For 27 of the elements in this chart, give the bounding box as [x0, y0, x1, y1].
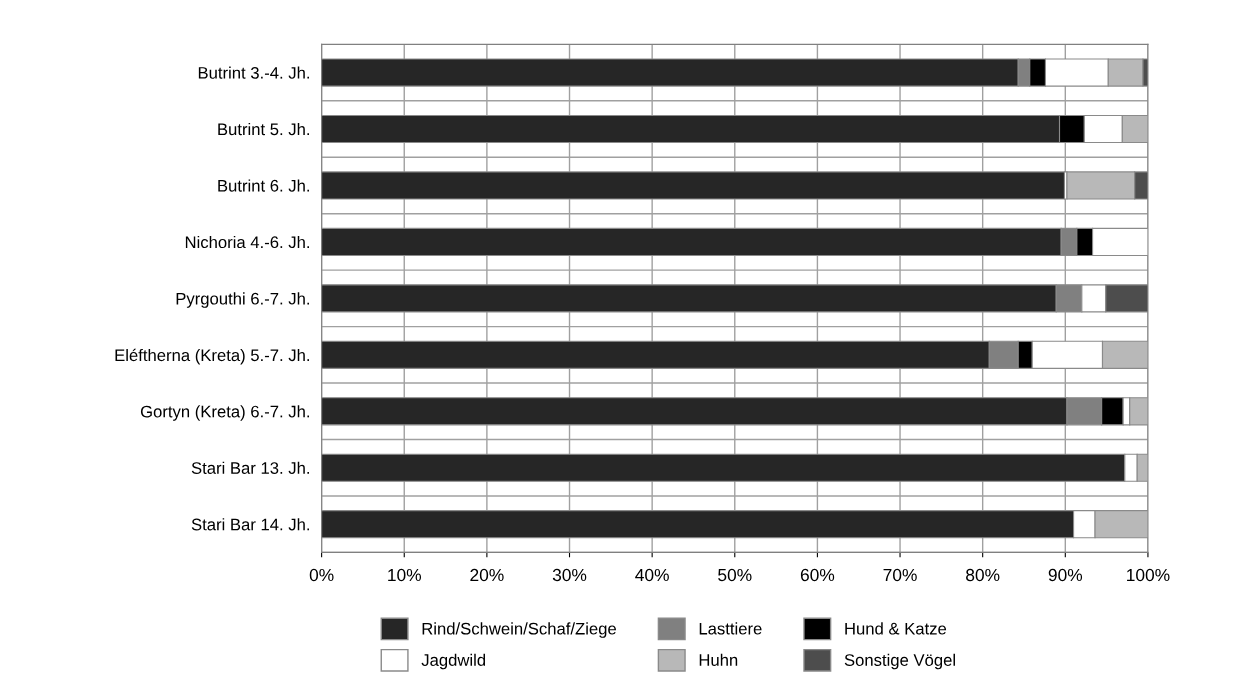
x-tick-label: 60%	[800, 568, 835, 582]
y-tick-label: Gortyn (Kreta) 6.-7. Jh.	[140, 405, 309, 421]
legend-label: Huhn	[699, 653, 738, 666]
x-tick-label: 30%	[552, 568, 587, 582]
y-tick-label: Butrint 6. Jh.	[218, 179, 309, 192]
legend-label: Jagdwild	[421, 653, 486, 670]
x-tick-label: 0%	[309, 568, 334, 582]
x-tick-label: 40%	[635, 568, 669, 582]
y-tick-label: Nichoria 4.-6. Jh.	[185, 235, 309, 249]
legend-label: Lasttiere	[699, 622, 762, 635]
bar	[321, 171, 1066, 200]
x-tick-label: 10%	[388, 568, 422, 582]
y-tick-label: Pyrgouthi 6.-7. Jh.	[176, 292, 309, 308]
x-tick-label: 20%	[470, 568, 504, 582]
legend-label: Rind/Schwein/Schaf/Ziege	[422, 622, 616, 638]
y-tick-label: Stari Bar 13. Jh.	[191, 461, 309, 474]
y-tick-label: Eléftherna (Kreta) 5.-7. Jh.	[115, 348, 309, 365]
x-tick-label: 80%	[966, 568, 1000, 582]
y-tick-label: Butrint 3.-4. Jh.	[198, 66, 309, 79]
x-tick-label: 90%	[1048, 568, 1083, 582]
legend-label: Hund & Katze	[845, 622, 947, 635]
x-tick-label: 70%	[883, 568, 917, 582]
x-tick-label: 100%	[1127, 568, 1170, 582]
y-tick-label: Butrint 5. Jh.	[218, 122, 309, 136]
y-tick-label: Stari Bar 14. Jh.	[191, 518, 309, 531]
legend-label: Sonstige Vögel	[844, 653, 955, 670]
x-tick-label: 50%	[718, 568, 752, 582]
